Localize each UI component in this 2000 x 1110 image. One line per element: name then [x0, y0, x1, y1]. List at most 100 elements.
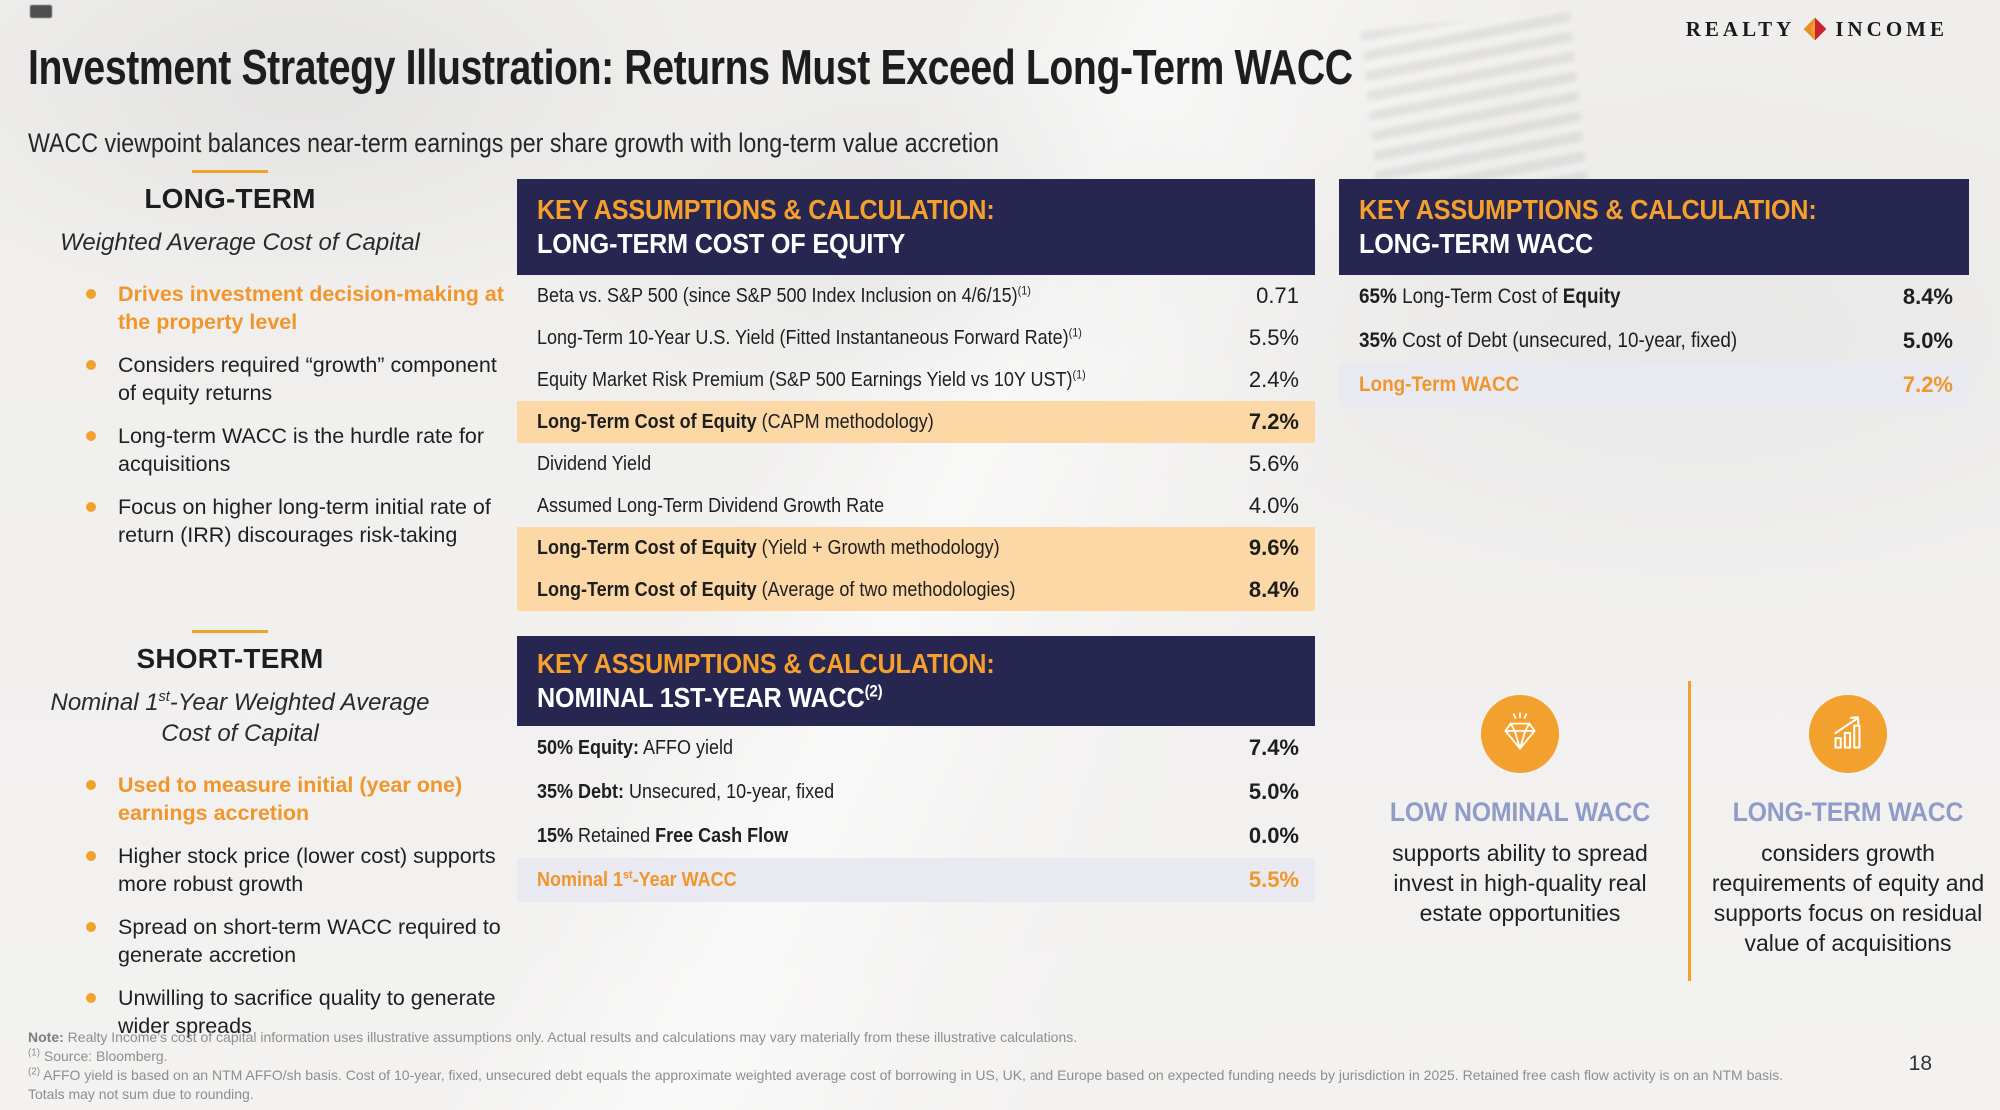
card-body: considers growth requirements of equity … — [1711, 840, 1985, 956]
bullet-item: Used to measure initial (year one) earni… — [86, 771, 506, 827]
text-segment: st — [158, 689, 170, 705]
bullet-dot — [86, 993, 96, 1003]
row-value: 7.4% — [1248, 735, 1299, 760]
page-subtitle: WACC viewpoint balances near-term earnin… — [28, 128, 999, 158]
text-segment: Cost of Debt (unsecured, 10-year, fixed) — [1396, 329, 1738, 352]
text-segment: 35% Debt: — [537, 780, 625, 803]
bullet-item: Drives investment decision-making at the… — [86, 280, 506, 336]
text-segment: (1) — [1072, 366, 1086, 381]
cost-of-equity-panel: KEY ASSUMPTIONS & CALCULATION: LONG-TERM… — [517, 179, 1315, 611]
text-segment: 65% — [1359, 285, 1397, 308]
table-row: Long-Term Cost of Equity (Yield + Growth… — [517, 527, 1315, 569]
bullet-text: Spread on short-term WACC required to ge… — [118, 915, 501, 967]
panel-header-line2: LONG-TERM WACC — [1359, 228, 1594, 259]
bullet-dot — [86, 289, 96, 299]
table-row: Nominal 1st-Year WACC 5.5% — [517, 858, 1315, 902]
text-segment: Long-Term Cost of Equity — [537, 410, 757, 433]
row-value: 4.0% — [1248, 493, 1299, 518]
footnote-2: (2) AFFO yield is based on an NTM AFFO/s… — [28, 1066, 1784, 1083]
table-row: Long-Term WACC 7.2% — [1339, 363, 1969, 407]
text-segment: Unsecured, 10-year, fixed — [624, 780, 835, 803]
row-value: 5.0% — [1248, 779, 1299, 804]
short-term-subheading: Nominal 1st-Year Weighted Average Cost o… — [30, 687, 450, 749]
row-value: 5.0% — [1902, 328, 1953, 353]
text-segment: Long-Term Cost of Equity — [537, 578, 757, 601]
text-segment: st — [623, 866, 633, 881]
table-row: Equity Market Risk Premium (S&P 500 Earn… — [517, 359, 1315, 401]
text-segment: -Year WACC — [632, 868, 737, 891]
text-segment: (1) — [1068, 324, 1082, 339]
text-segment: Nominal 1 — [537, 868, 624, 891]
long-term-subheading: Weighted Average Cost of Capital — [60, 229, 420, 256]
row-value: 5.5% — [1248, 325, 1299, 350]
bullet-dot — [86, 851, 96, 861]
text-segment: AFFO yield — [639, 736, 734, 759]
text-segment: (2) — [864, 681, 883, 701]
long-term-heading: LONG-TERM — [144, 183, 316, 214]
panel-header-line1: KEY ASSUMPTIONS & CALCULATION: — [537, 648, 995, 679]
bullet-dot — [86, 780, 96, 790]
vertical-divider — [1688, 681, 1691, 981]
bullet-text: Focus on higher long-term initial rate o… — [118, 495, 491, 547]
nominal-wacc-header: KEY ASSUMPTIONS & CALCULATION: NOMINAL 1… — [517, 636, 1315, 726]
panel-header-line2: NOMINAL 1ST-YEAR WACC(2) — [537, 681, 1219, 715]
table-row: Long-Term 10-Year U.S. Yield (Fitted Ins… — [517, 317, 1315, 359]
table-row: 15% Retained Free Cash Flow 0.0% — [517, 814, 1315, 858]
growth-chart-icon — [1809, 695, 1887, 773]
row-label: Long-Term 10-Year U.S. Yield (Fitted Ins… — [537, 324, 1158, 350]
background-photo-artifact — [30, 5, 52, 18]
page-number: 18 — [1908, 1052, 1932, 1075]
row-value: 5.5% — [1248, 867, 1299, 892]
row-label: Equity Market Risk Premium (S&P 500 Earn… — [537, 366, 1158, 392]
row-label: Beta vs. S&P 500 (since S&P 500 Index In… — [537, 284, 1158, 308]
text-segment: Equity Market Risk Premium (S&P 500 Earn… — [537, 368, 1073, 391]
table-row: 65% Long-Term Cost of Equity 8.4% — [1339, 275, 1969, 319]
row-value: 8.4% — [1248, 577, 1299, 602]
row-value: 8.4% — [1902, 284, 1953, 309]
orange-rule — [192, 170, 268, 173]
nominal-wacc-panel: KEY ASSUMPTIONS & CALCULATION: NOMINAL 1… — [517, 636, 1315, 902]
nominal-wacc-rows: 50% Equity: AFFO yield 7.4% 35% Debt: Unse… — [517, 726, 1315, 902]
logo-text-right: INCOME — [1835, 16, 1948, 41]
text-segment: Beta vs. S&P 500 (since S&P 500 Index In… — [537, 284, 1018, 307]
bullet-dot — [86, 360, 96, 370]
text-segment: Dividend Yield — [537, 452, 652, 475]
short-term-bullet-list: Used to measure initial (year one) earni… — [30, 771, 506, 1040]
row-value: 0.0% — [1248, 823, 1299, 848]
long-term-bullet-list: Drives investment decision-making at the… — [30, 280, 506, 549]
text-segment: (Yield + Growth methodology) — [756, 536, 1000, 559]
gem-icon — [1481, 695, 1559, 773]
realty-income-logo: REALTY INCOME — [1686, 16, 1948, 42]
table-row: Long-Term Cost of Equity (Average of two… — [517, 569, 1315, 611]
table-row: 50% Equity: AFFO yield 7.4% — [517, 726, 1315, 770]
text-segment: Long-Term Cost of Equity — [537, 536, 757, 559]
row-value: 5.6% — [1248, 451, 1299, 476]
panel-header-line1: KEY ASSUMPTIONS & CALCULATION: — [1359, 194, 1817, 225]
text-segment: Free Cash Flow — [655, 824, 789, 847]
short-term-heading: SHORT-TERM — [136, 643, 324, 674]
bullet-text: Drives investment decision-making at the… — [118, 282, 504, 334]
table-row: Beta vs. S&P 500 (since S&P 500 Index In… — [517, 275, 1315, 317]
page-title: Investment Strategy Illustration: Return… — [28, 41, 1353, 95]
row-value: 2.4% — [1248, 367, 1299, 392]
text-segment: NOMINAL 1ST-YEAR WACC — [537, 682, 865, 713]
text-segment: Long-Term WACC — [1359, 373, 1520, 396]
logo-text-left: REALTY — [1685, 16, 1796, 41]
card-title: LONG-TERM WACC — [1732, 797, 1964, 827]
footnote-1: (1) Source: Bloomberg. — [28, 1047, 168, 1064]
long-term-wacc-rows: 65% Long-Term Cost of Equity 8.4% 35% Cost… — [1339, 275, 1969, 407]
row-value: 0.71 — [1256, 283, 1299, 308]
bullet-item: Spread on short-term WACC required to ge… — [86, 913, 506, 969]
long-term-section: LONG-TERM Weighted Average Cost of Capit… — [30, 170, 504, 564]
card-body: supports ability to spread invest in hig… — [1392, 840, 1648, 926]
bullet-text: Long-term WACC is the hurdle rate for ac… — [118, 424, 485, 476]
bullet-text: Used to measure initial (year one) earni… — [118, 773, 463, 825]
text-segment: Long-Term 10-Year U.S. Yield (Fitted Ins… — [537, 326, 1069, 349]
text-segment: (CAPM methodology) — [756, 410, 934, 433]
table-row: 35% Debt: Unsecured, 10-year, fixed 5.0% — [517, 770, 1315, 814]
card-title: LOW NOMINAL WACC — [1389, 797, 1651, 827]
bullet-item: Higher stock price (lower cost) supports… — [86, 842, 506, 898]
row-label: 50% Equity: AFFO yield — [537, 737, 1158, 760]
row-label: Long-Term Cost of Equity (Yield + Growth… — [537, 537, 1158, 560]
row-label: Dividend Yield — [537, 453, 1158, 476]
